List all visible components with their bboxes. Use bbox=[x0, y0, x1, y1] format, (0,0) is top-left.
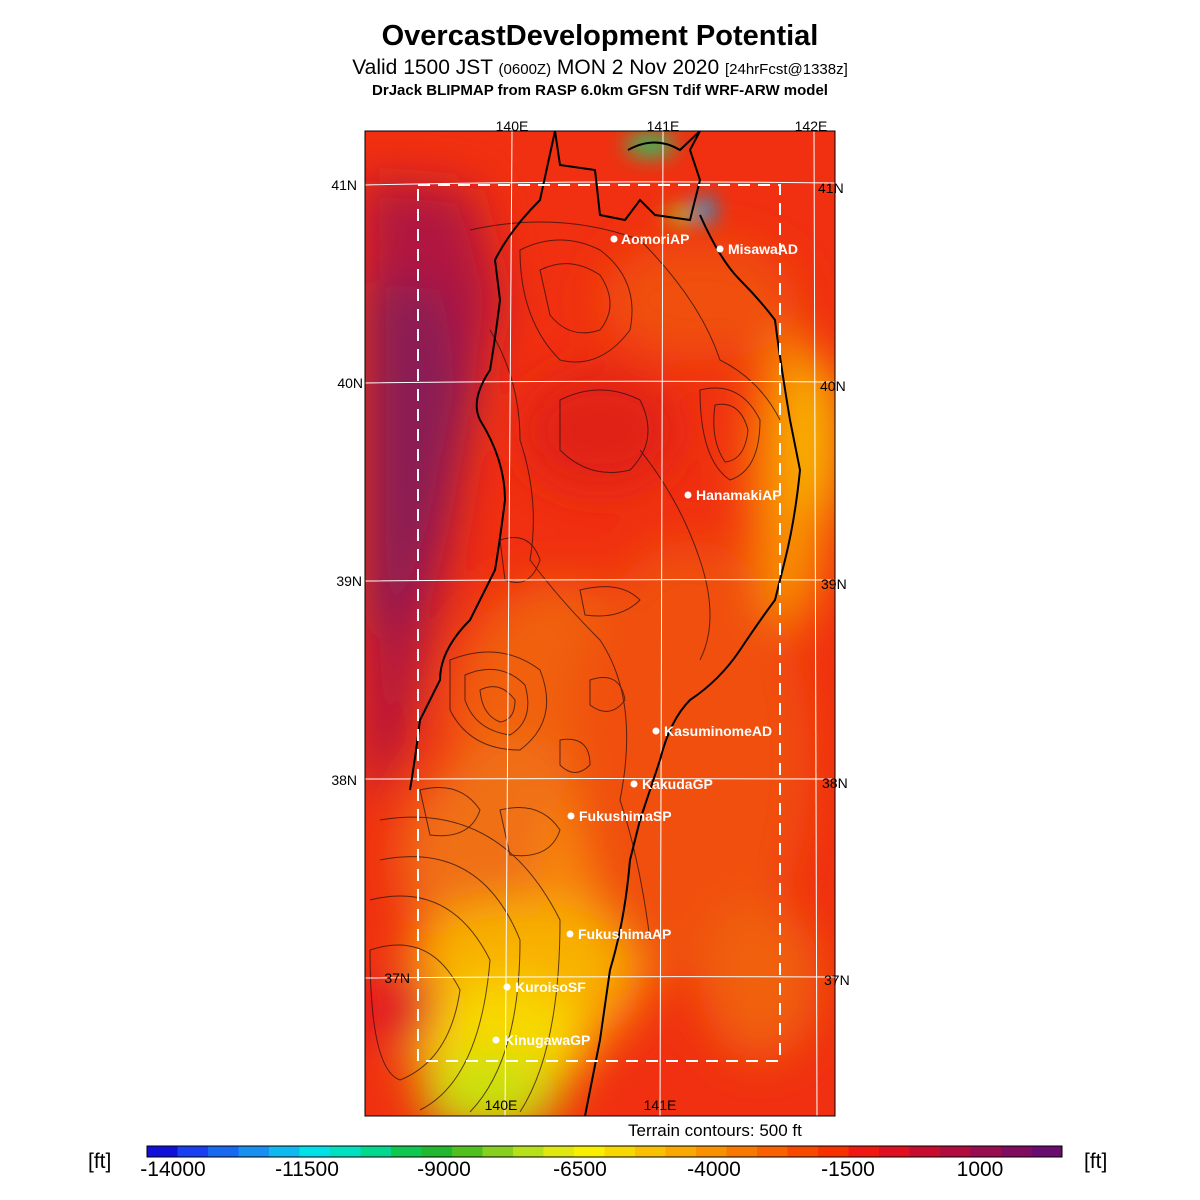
station-fukushima-ap: FukushimaAP bbox=[566, 926, 671, 942]
colorbar-swatch bbox=[940, 1146, 971, 1157]
colorbar-swatch bbox=[1001, 1146, 1032, 1157]
station-misawa: MisawaAD bbox=[716, 241, 798, 257]
colorbar-tick: -6500 bbox=[553, 1158, 607, 1181]
colorbar-swatch bbox=[879, 1146, 910, 1157]
coastline bbox=[409, 131, 802, 1116]
lon-top-141: 141E bbox=[647, 118, 680, 134]
page-title: OvercastDevelopment Potential bbox=[381, 20, 819, 52]
station-aomori: AomoriAP bbox=[610, 231, 689, 247]
lat-right-41: 41N bbox=[818, 180, 844, 196]
colorbar-border bbox=[146, 1145, 1063, 1158]
colorbar-swatch bbox=[1031, 1146, 1063, 1157]
map-frame bbox=[364, 130, 836, 1117]
lat-left-40: 40N bbox=[337, 375, 363, 391]
lon-bottom-141: 141E bbox=[644, 1097, 677, 1113]
valid-date: MON 2 Nov 2020 bbox=[551, 56, 725, 79]
station-label: KakudaGP bbox=[642, 776, 713, 792]
lat-right-38: 38N bbox=[822, 775, 848, 791]
lat-left-37: 37N bbox=[384, 970, 410, 986]
colorbar-swatch bbox=[208, 1146, 239, 1157]
station-label: KinugawaGP bbox=[504, 1032, 590, 1048]
lon-top-142: 142E bbox=[795, 118, 828, 134]
colorbar-swatch bbox=[909, 1146, 941, 1157]
colorbar-swatch bbox=[635, 1146, 666, 1157]
colorbar-tick: -4000 bbox=[687, 1158, 741, 1181]
utc-time: (0600Z) bbox=[498, 61, 552, 78]
colorbar-swatch bbox=[147, 1146, 178, 1157]
lat-right-40: 40N bbox=[820, 378, 846, 394]
colorbar-tick: -9000 bbox=[417, 1158, 471, 1181]
colorbar-swatch bbox=[360, 1146, 392, 1157]
station-marker bbox=[610, 235, 618, 243]
colorbar-swatch bbox=[299, 1146, 331, 1157]
inner-domain-box bbox=[417, 184, 781, 1062]
colorbar-swatch bbox=[513, 1146, 544, 1157]
station-marker bbox=[716, 245, 724, 253]
valid-time: Valid 1500 JST bbox=[352, 56, 499, 79]
station-marker bbox=[684, 491, 692, 499]
station-marker bbox=[566, 930, 574, 938]
model-description: DrJack BLIPMAP from RASP 6.0km GFSN Tdif… bbox=[372, 82, 828, 99]
station-label: FukushimaAP bbox=[578, 926, 671, 942]
forecast-info: [24hrFcst@1338z] bbox=[724, 61, 848, 78]
colorbar-swatch bbox=[970, 1146, 1002, 1157]
station-marker bbox=[630, 780, 638, 788]
terrain-contour-note: Terrain contours: 500 ft bbox=[628, 1121, 802, 1140]
colorbar-swatch bbox=[421, 1146, 453, 1157]
lat-left-41: 41N bbox=[331, 177, 357, 193]
station-kakuda: KakudaGP bbox=[630, 776, 713, 792]
colorbar-swatch bbox=[574, 1146, 605, 1157]
colorbar-swatch bbox=[726, 1146, 758, 1157]
station-marker bbox=[503, 983, 511, 991]
colorbar-swatch bbox=[269, 1146, 300, 1157]
colorbar-swatch bbox=[177, 1146, 209, 1157]
colorbar-tick: -1500 bbox=[821, 1158, 875, 1181]
graticule bbox=[365, 131, 835, 1116]
colorbar-tick: -11500 bbox=[275, 1158, 339, 1181]
colorbar-swatch bbox=[818, 1146, 849, 1157]
station-fukushima-sp: FukushimaSP bbox=[567, 808, 672, 824]
lat-left-39: 39N bbox=[336, 573, 362, 589]
colorbar-unit-left: [ft] bbox=[88, 1150, 112, 1173]
station-label: MisawaAD bbox=[728, 241, 798, 257]
station-kinugawa: KinugawaGP bbox=[492, 1032, 590, 1048]
colorbar-swatch bbox=[391, 1146, 422, 1157]
lon-bottom-140: 140E bbox=[485, 1097, 518, 1113]
station-kuroiso: KuroisoSF bbox=[503, 979, 586, 995]
station-marker bbox=[652, 727, 660, 735]
station-kasuminome: KasuminomeAD bbox=[652, 723, 772, 739]
colorbar-tick: 1000 bbox=[956, 1158, 1004, 1181]
colorbar-swatch bbox=[665, 1146, 697, 1157]
lat-right-37: 37N bbox=[824, 972, 850, 988]
colorbar bbox=[146, 1145, 1063, 1158]
colorbar-swatch bbox=[330, 1146, 361, 1157]
station-label: KuroisoSF bbox=[515, 979, 586, 995]
colorbar-swatch bbox=[696, 1146, 727, 1157]
station-marker bbox=[567, 812, 575, 820]
colorbar-swatch bbox=[482, 1146, 514, 1157]
station-label: KasuminomeAD bbox=[664, 723, 772, 739]
lat-left-38: 38N bbox=[331, 772, 357, 788]
colorbar-unit-right: [ft] bbox=[1084, 1150, 1108, 1173]
colorbar-tick: -14000 bbox=[140, 1158, 206, 1181]
valid-time-line: Valid 1500 JST (0600Z) MON 2 Nov 2020 [2… bbox=[0, 56, 1200, 80]
colorbar-swatch bbox=[757, 1146, 788, 1157]
station-hanamaki: HanamakiAP bbox=[684, 487, 782, 503]
potential-field bbox=[365, 131, 835, 1116]
colorbar-swatch bbox=[787, 1146, 819, 1157]
colorbar-swatch bbox=[543, 1146, 575, 1157]
colorbar-swatch bbox=[604, 1146, 636, 1157]
colorbar-swatch bbox=[848, 1146, 880, 1157]
station-label: FukushimaSP bbox=[579, 808, 672, 824]
station-label: HanamakiAP bbox=[696, 487, 782, 503]
lon-top-140: 140E bbox=[496, 118, 529, 134]
station-marker bbox=[492, 1036, 500, 1044]
lat-right-39: 39N bbox=[821, 576, 847, 592]
station-label: AomoriAP bbox=[621, 231, 689, 247]
colorbar-swatch bbox=[238, 1146, 270, 1157]
colorbar-swatch bbox=[452, 1146, 483, 1157]
